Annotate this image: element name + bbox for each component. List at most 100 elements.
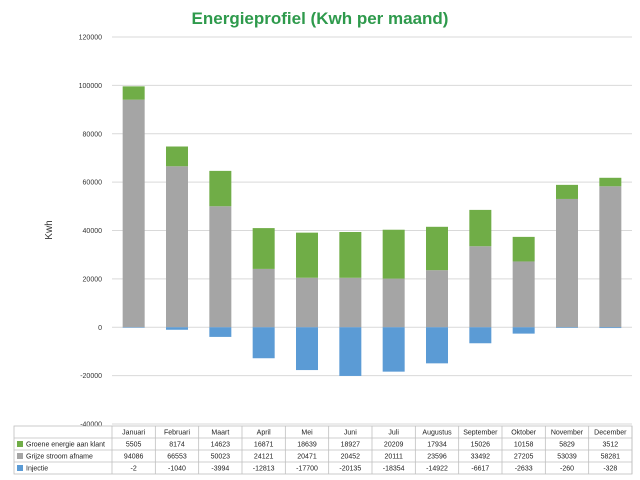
bar-injectie <box>209 327 232 337</box>
bar-grijze-stroom <box>599 186 622 328</box>
data-label: -2633 <box>515 466 533 473</box>
bar-groene-energie <box>209 170 232 207</box>
category-label: Mei <box>301 430 313 437</box>
data-label: -6617 <box>471 466 489 473</box>
bar-groene-energie <box>599 177 622 187</box>
bar-groene-energie <box>339 232 362 278</box>
data-label: -3994 <box>211 466 229 473</box>
category-label: Maart <box>211 430 229 437</box>
data-label: 5505 <box>126 442 142 449</box>
data-label: 17934 <box>427 442 447 449</box>
data-label: 10158 <box>514 442 534 449</box>
y-tick-label: 60000 <box>83 180 103 187</box>
y-tick-label: 0 <box>98 325 102 332</box>
bar-grijze-stroom <box>252 268 275 328</box>
data-label: -14922 <box>426 466 448 473</box>
category-label: Oktober <box>511 430 537 437</box>
bar-groene-energie <box>122 86 145 100</box>
legend-swatch <box>17 453 23 459</box>
bar-groene-energie <box>426 226 448 271</box>
bar-grijze-stroom <box>166 166 188 328</box>
bar-groene-energie <box>252 228 275 269</box>
data-label: 15026 <box>471 442 491 449</box>
data-label: 94086 <box>124 454 144 461</box>
y-tick-label: 120000 <box>79 35 102 42</box>
bar-groene-energie <box>512 236 535 262</box>
data-label: -1040 <box>168 466 186 473</box>
data-label: 27205 <box>514 454 534 461</box>
data-label: -2 <box>131 466 137 473</box>
data-label: 20452 <box>341 454 361 461</box>
data-table: Januari Februari Maart April Mei Juni Juli Augu… <box>13 425 633 475</box>
bar-injectie <box>382 327 405 372</box>
bar-grijze-stroom <box>122 99 145 328</box>
chart-title: Energieprofiel (Kwh per maand) <box>192 9 449 28</box>
data-label: -17700 <box>296 466 318 473</box>
category-label: September <box>463 430 498 437</box>
category-label: Februari <box>164 430 191 437</box>
legend-entry: Injectie <box>26 466 48 473</box>
bar-grijze-stroom <box>296 277 318 328</box>
data-label: 53039 <box>557 454 577 461</box>
legend-swatch <box>17 441 23 447</box>
bar-injectie <box>339 327 362 376</box>
data-label: 3512 <box>603 442 619 449</box>
bar-grijze-stroom <box>512 261 535 328</box>
bar-injectie <box>599 327 622 329</box>
y-axis-label: Kwh <box>44 220 55 239</box>
data-label: 24121 <box>254 454 274 461</box>
bar-injectie <box>252 327 275 359</box>
category-label: Januari <box>122 430 145 437</box>
data-label: -20135 <box>339 466 361 473</box>
data-label: 58281 <box>601 454 621 461</box>
bar-injectie <box>296 327 318 371</box>
bar-injectie <box>122 327 145 328</box>
data-label: 20111 <box>384 454 403 461</box>
bar-injectie <box>426 327 448 364</box>
y-tick-label: 80000 <box>83 131 103 138</box>
data-label: -12813 <box>253 466 275 473</box>
data-label: 18639 <box>297 442 317 449</box>
bar-grijze-stroom <box>382 278 405 328</box>
category-label: April <box>257 430 271 437</box>
data-label: -260 <box>560 466 574 473</box>
bar-grijze-stroom <box>556 198 578 328</box>
bar-groene-energie <box>469 209 492 247</box>
y-tick-label: 40000 <box>83 228 103 235</box>
y-tick-label: 20000 <box>83 276 103 283</box>
legend-entry: Groene energie aan klant <box>26 442 105 449</box>
y-tick-label: 100000 <box>79 83 102 90</box>
bar-groene-energie <box>166 146 188 167</box>
bar-grijze-stroom <box>469 246 492 328</box>
data-label: -328 <box>603 466 617 473</box>
data-label: 20471 <box>297 454 317 461</box>
category-label: Augustus <box>422 430 452 437</box>
bar-grijze-stroom <box>426 270 448 328</box>
category-label: Juli <box>388 430 399 437</box>
category-label: Juni <box>344 430 357 437</box>
data-label: 50023 <box>211 454 231 461</box>
data-label: 14623 <box>211 442 231 449</box>
bar-groene-energie <box>296 232 318 278</box>
data-label: 8174 <box>169 442 185 449</box>
bar-series <box>122 86 622 376</box>
data-label: 18927 <box>341 442 361 449</box>
y-axis-ticks: -40000 -20000 0 20000 40000 60000 80000 100000 1… <box>79 35 102 429</box>
bar-injectie <box>166 327 188 330</box>
y-tick-label: -40000 <box>80 422 102 429</box>
bar-injectie <box>556 327 578 328</box>
y-tick-label: -20000 <box>80 373 102 380</box>
bar-injectie <box>469 327 492 344</box>
legend-swatch <box>17 465 23 471</box>
category-label: November <box>551 430 584 437</box>
data-label: -18354 <box>383 466 405 473</box>
bar-injectie <box>512 327 535 334</box>
data-label: 5829 <box>559 442 575 449</box>
bar-groene-energie <box>382 229 405 279</box>
data-label: 20209 <box>384 442 404 449</box>
gridlines <box>112 36 632 425</box>
data-label: 66553 <box>167 454 187 461</box>
data-label: 33492 <box>471 454 491 461</box>
